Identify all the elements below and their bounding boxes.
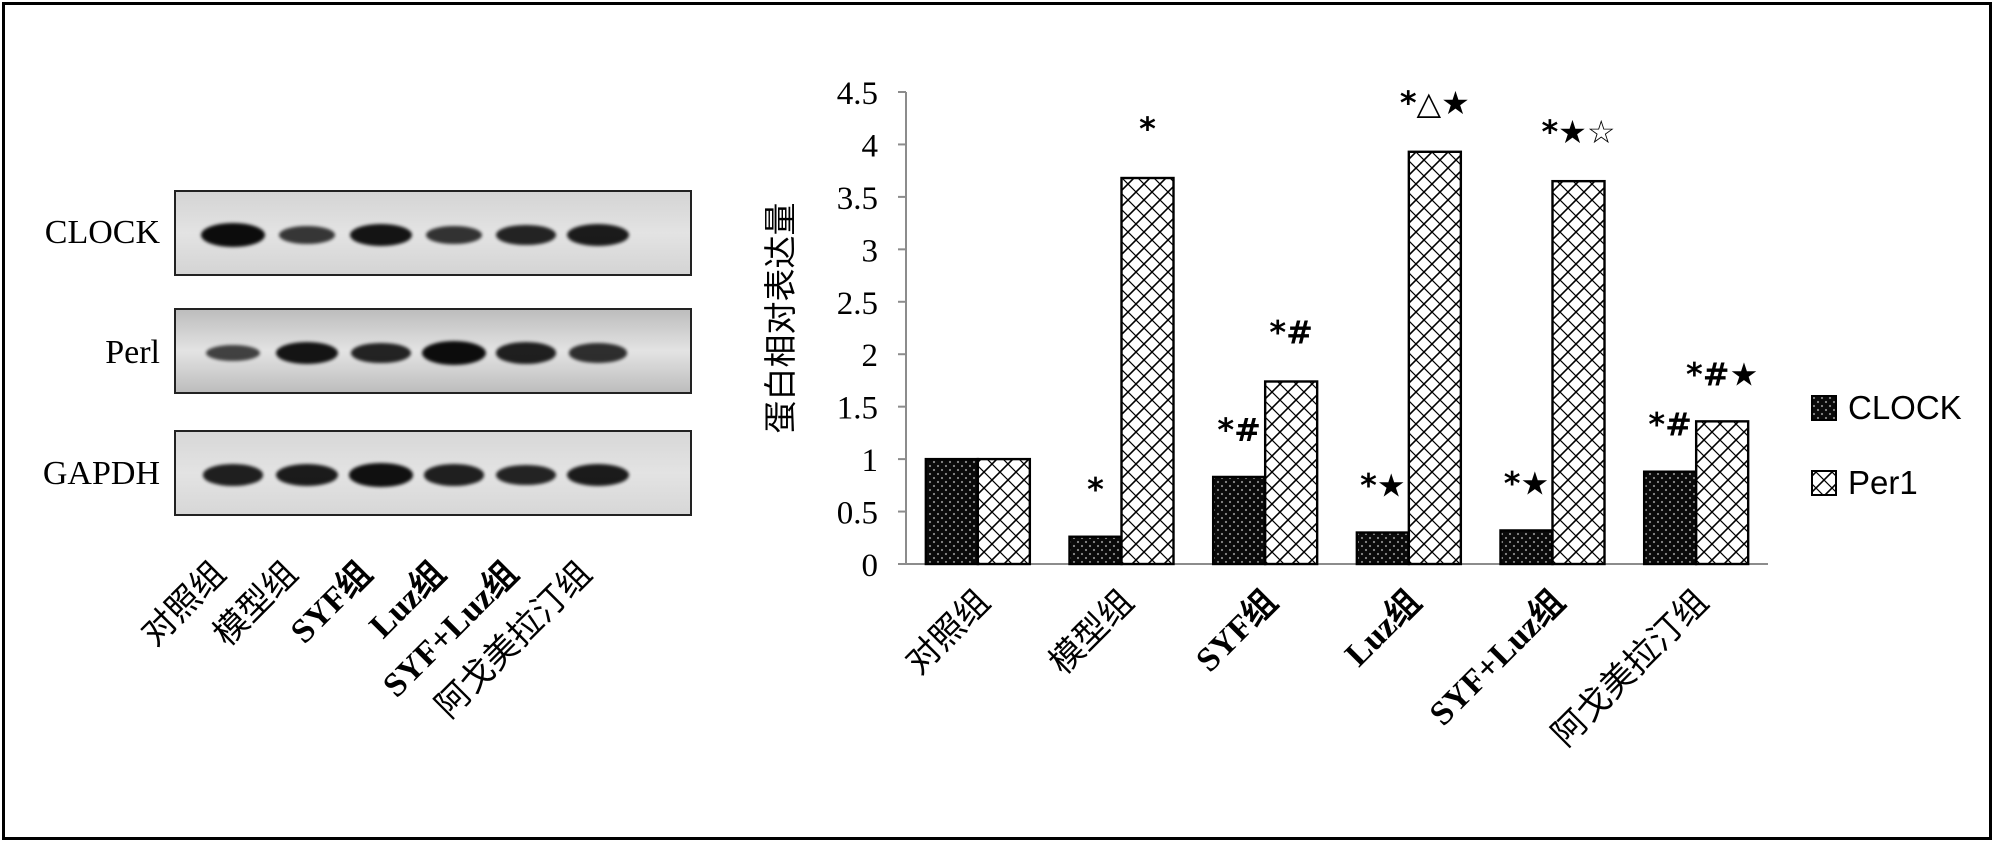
- blot-strip-gapdh: [174, 430, 692, 516]
- blot-band: [275, 341, 339, 365]
- bars: [924, 150, 1750, 566]
- blot-band: [205, 344, 261, 362]
- significance-mark: *#: [1217, 411, 1261, 449]
- y-tick-label: 1.5: [837, 391, 878, 427]
- y-tick-label: 0: [862, 548, 879, 584]
- significance-mark: *★: [1360, 467, 1405, 505]
- significance-mark: *#: [1648, 406, 1692, 444]
- y-tick-label: 3.5: [837, 181, 878, 217]
- x-tick-label: SYF组: [1188, 583, 1284, 679]
- blot-label-gapdh: GAPDH: [42, 455, 160, 492]
- bar-clock: [1355, 531, 1411, 566]
- bar-per1: [1263, 380, 1319, 566]
- blot-strip-clock: [174, 190, 692, 276]
- legend-swatch: [1811, 470, 1837, 496]
- bar-clock: [1499, 529, 1554, 566]
- blot-band: [351, 342, 411, 364]
- bar-clock: [1068, 535, 1123, 566]
- significance-marks: * * *# *# *★ *△★ *★ *★☆ *# *#★: [1087, 84, 1758, 509]
- y-tick-label: 3: [862, 233, 879, 269]
- bar-per1: [976, 457, 1032, 566]
- x-tick-label: Luz组: [1337, 583, 1428, 674]
- blot-band: [276, 464, 338, 486]
- blot-band: [496, 464, 556, 486]
- significance-mark: *★☆: [1541, 113, 1615, 151]
- x-tick-label: 模型组: [1042, 583, 1141, 682]
- blot-band: [567, 224, 629, 246]
- blot-band: [495, 342, 557, 364]
- y-tick-label: 4: [862, 128, 879, 164]
- y-tick-label: 2: [862, 338, 879, 374]
- bar-per1: [1694, 420, 1750, 566]
- bar-per1: [1551, 179, 1606, 566]
- blot-label-per1: Perl: [105, 334, 160, 371]
- legend-swatch: [1811, 395, 1837, 421]
- blot-band: [349, 463, 413, 487]
- bar-clock: [924, 457, 980, 566]
- legend-label: Per1: [1848, 464, 1918, 501]
- blot-band: [201, 223, 265, 247]
- blot-band: [422, 341, 486, 365]
- y-tick-label: 4.5: [837, 76, 878, 112]
- x-tick-label: SYF+Luz组: [1422, 583, 1572, 733]
- blot-band: [496, 224, 556, 246]
- blot-label-clock: CLOCK: [44, 214, 160, 251]
- x-tick-label: 对照组: [898, 583, 997, 682]
- y-tick-label: 1: [862, 443, 879, 479]
- blot-band: [425, 225, 483, 245]
- y-tick-label: 0.5: [837, 496, 878, 532]
- legend: CLOCK Per1: [1811, 389, 1962, 501]
- y-axis-label-group: 蛋白相对表达量: [761, 203, 800, 434]
- significance-mark: *#★: [1686, 355, 1758, 393]
- legend-label: CLOCK: [1848, 389, 1962, 426]
- bar-per1: [1120, 176, 1175, 566]
- bar-per1: [1407, 150, 1463, 566]
- blot-band: [423, 464, 485, 486]
- blot-band: [279, 226, 335, 244]
- significance-mark: *: [1087, 471, 1104, 509]
- y-axis: 0 0.5 1 1.5 2 2.5 3 3.5 4 4.5: [837, 76, 1768, 584]
- y-axis-label: 蛋白相对表达量: [761, 203, 800, 434]
- blot-band: [349, 223, 413, 247]
- blot-strip-per1: [174, 308, 692, 394]
- significance-mark: *: [1139, 110, 1156, 148]
- blot-band: [569, 343, 627, 363]
- significance-mark: *★: [1504, 464, 1549, 502]
- bar-clock: [1642, 470, 1698, 566]
- significance-mark: *#: [1269, 313, 1313, 351]
- blot-band: [202, 464, 264, 486]
- bar-clock: [1211, 475, 1267, 566]
- y-tick-label: 2.5: [837, 286, 878, 322]
- blot-band: [567, 464, 629, 486]
- significance-mark: *△★: [1400, 84, 1470, 122]
